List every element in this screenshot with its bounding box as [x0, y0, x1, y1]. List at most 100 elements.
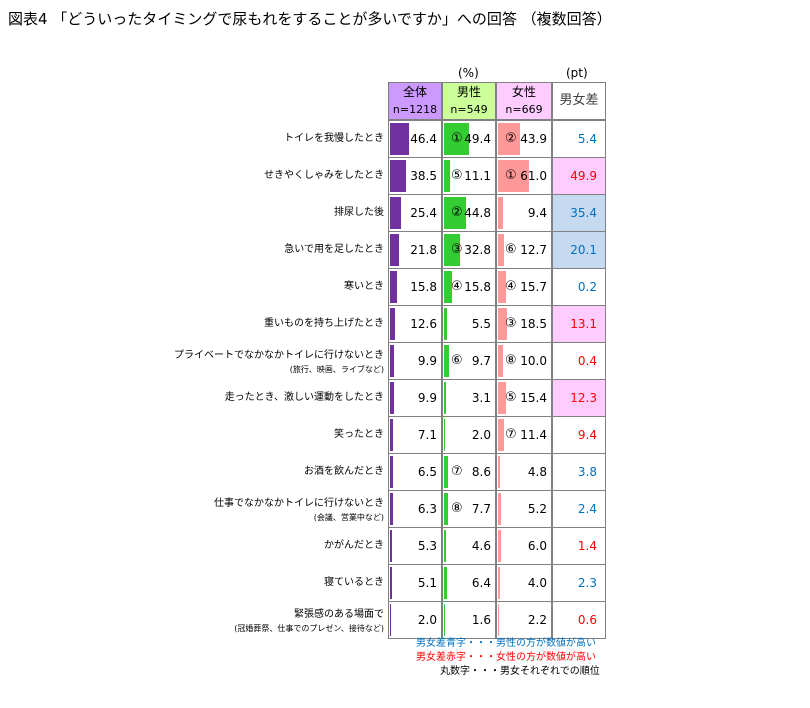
row-label-text: 寝ているとき: [324, 577, 384, 588]
cell-total: 5.1: [388, 564, 442, 602]
value-female: 9.4: [527, 206, 547, 220]
row-label-text: 重いものを持ち上げたとき: [264, 318, 384, 329]
bar-female: [498, 160, 529, 192]
cell-male: ④ 15.8: [442, 268, 496, 306]
bar-total: [390, 271, 397, 303]
points-unit: (pt): [566, 66, 588, 80]
value-total: 5.1: [417, 576, 437, 590]
cell-male: ⑦ 8.6: [442, 453, 496, 491]
value-diff: 0.6: [577, 613, 597, 627]
rank-badge: ④: [505, 279, 517, 294]
bar-female: [498, 197, 503, 229]
cell-female: ② 43.9: [496, 120, 552, 158]
value-diff: 9.4: [577, 428, 597, 442]
row-label: 寝ているとき: [144, 576, 384, 589]
value-diff: 20.1: [570, 243, 597, 257]
value-diff: 2.3: [577, 576, 597, 590]
cell-diff: 3.8: [552, 453, 606, 491]
cell-male: 1.6: [442, 601, 496, 639]
cell-female: ④ 15.7: [496, 268, 552, 306]
cell-diff: 35.4: [552, 194, 606, 232]
value-female: 4.0: [527, 576, 547, 590]
cell-diff: 49.9: [552, 157, 606, 195]
bar-total: [390, 493, 393, 525]
note-blue: 男女差青字・・・男性の方が数値が高い: [416, 638, 596, 649]
value-male: 15.8: [464, 280, 491, 294]
value-male: 2.0: [471, 428, 491, 442]
rank-badge: ③: [505, 316, 517, 331]
cell-diff: 1.4: [552, 527, 606, 565]
bar-female: [498, 419, 504, 451]
cell-total: 15.8: [388, 268, 442, 306]
bar-female: [498, 382, 506, 414]
cell-female: ③ 18.5: [496, 305, 552, 343]
rank-badge: ⑦: [451, 464, 463, 479]
value-total: 15.8: [410, 280, 437, 294]
row-label-text: せきやくしゃみをしたとき: [264, 170, 384, 181]
row-label-text: プライベートでなかなかトイレに行けないとき: [174, 350, 384, 361]
rank-badge: ①: [505, 168, 517, 183]
bar-male: [444, 567, 448, 599]
cell-diff: 2.3: [552, 564, 606, 602]
bar-female: [498, 493, 501, 525]
value-total: 7.1: [417, 428, 437, 442]
cell-female: ⑤ 15.4: [496, 379, 552, 417]
cell-total: 12.6: [388, 305, 442, 343]
cell-male: 2.0: [442, 416, 496, 454]
row-label: 排尿した後: [144, 206, 384, 219]
note-red: 男女差赤字・・・女性の方が数値が高い: [416, 652, 596, 663]
rank-badge: ⑤: [451, 168, 463, 183]
bar-female: [498, 345, 503, 377]
bar-female: [498, 234, 505, 266]
row-label: 緊張感のある場面で (冠婚葬祭、仕事でのプレゼン、接待など): [144, 608, 384, 635]
value-female: 43.9: [520, 132, 547, 146]
cell-total: 9.9: [388, 379, 442, 417]
cell-male: ③ 32.8: [442, 231, 496, 269]
bar-total: [390, 530, 393, 562]
bar-total: [390, 345, 395, 377]
cell-total: 6.3: [388, 490, 442, 528]
bar-male: [444, 456, 449, 488]
cell-female: 9.4: [496, 194, 552, 232]
value-male: 49.4: [464, 132, 491, 146]
cell-total: 5.3: [388, 527, 442, 565]
row-label-text: 寒いとき: [344, 281, 384, 292]
row-label-sub: (会議、営業中など): [313, 513, 384, 522]
bar-total: [390, 456, 393, 488]
row-label: プライベートでなかなかトイレに行けないとき (旅行、映画、ライブなど): [144, 349, 384, 376]
header-total-label: 全体: [402, 85, 427, 99]
row-label-text: 仕事でなかなかトイレに行けないとき: [214, 498, 384, 509]
value-total: 21.8: [410, 243, 437, 257]
header-male-label: 男性: [456, 85, 481, 99]
value-female: 10.0: [520, 354, 547, 368]
value-female: 2.2: [527, 613, 547, 627]
value-diff: 49.9: [570, 169, 597, 183]
value-male: 9.7: [471, 354, 491, 368]
cell-male: 5.5: [442, 305, 496, 343]
cell-total: 25.4: [388, 194, 442, 232]
row-label-text: 笑ったとき: [334, 429, 384, 440]
value-female: 6.0: [527, 539, 547, 553]
cell-total: 46.4: [388, 120, 442, 158]
cell-diff: 0.6: [552, 601, 606, 639]
row-label-sub: (旅行、映画、ライブなど): [289, 365, 384, 374]
cell-diff: 9.4: [552, 416, 606, 454]
value-male: 4.6: [471, 539, 491, 553]
cell-female: 6.0: [496, 527, 552, 565]
cell-diff: 13.1: [552, 305, 606, 343]
bar-female: [498, 271, 506, 303]
rank-badge: ⑥: [505, 242, 517, 257]
cell-female: 2.2: [496, 601, 552, 639]
bar-total: [390, 382, 395, 414]
bar-male: [444, 271, 452, 303]
row-label: 走ったとき、激しい運動をしたとき: [144, 391, 384, 404]
bar-female: [498, 456, 501, 488]
cell-diff: 0.2: [552, 268, 606, 306]
cell-total: 38.5: [388, 157, 442, 195]
rank-badge: ④: [451, 279, 463, 294]
note-rank: 丸数字・・・男女それぞれでの順位: [440, 666, 600, 677]
header-male: 男性 n=549: [442, 82, 496, 120]
value-male: 3.1: [471, 391, 491, 405]
value-female: 12.7: [520, 243, 547, 257]
rank-badge: ①: [451, 131, 463, 146]
